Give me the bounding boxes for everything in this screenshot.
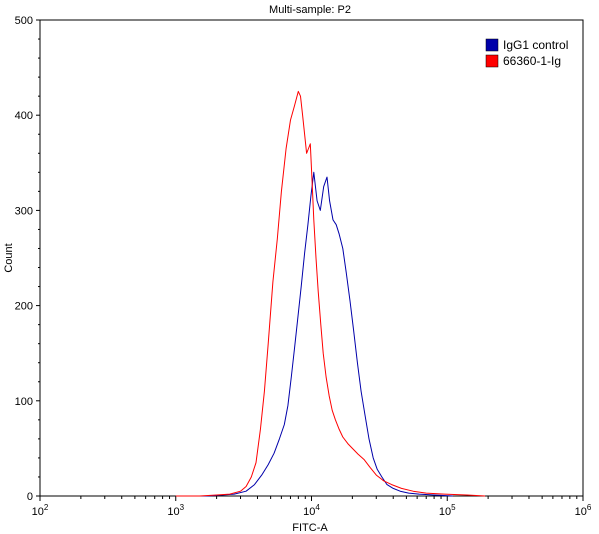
x-tick-base: 10 [32,506,44,518]
x-tick-base: 10 [167,506,179,518]
x-tick-exponent: 5 [451,503,456,512]
legend-label: 66360-1-Ig [503,54,561,68]
y-axis-label-group: Count [3,243,15,272]
x-tick-label: 105 [439,503,456,518]
x-axis-ticks: 102 103 104 105 106 [32,496,592,518]
x-tick-base: 10 [575,506,587,518]
y-axis-ticks: 0 100 200 300 400 500 [15,15,40,503]
x-tick-exponent: 2 [44,503,49,512]
x-tick-exponent: 6 [587,503,592,512]
y-tick-label: 200 [15,301,33,313]
y-tick-label: 400 [15,110,33,122]
x-tick-base: 10 [439,506,451,518]
series-line [175,171,453,497]
y-tick-label: 100 [15,396,33,408]
x-tick-label: 104 [303,503,320,518]
y-tick-label: 0 [27,491,33,503]
x-tick-exponent: 4 [315,503,320,512]
x-tick-base: 10 [303,506,315,518]
x-tick-exponent: 3 [180,503,185,512]
x-axis-label: FITC-A [292,522,328,534]
legend-swatch [485,54,499,68]
series-layer [175,90,486,497]
legend: IgG1 control 66360-1-Ig [485,38,568,68]
y-tick-label: 300 [15,205,33,217]
x-tick-label: 106 [575,503,592,518]
legend-label: IgG1 control [503,38,568,52]
series-line [175,90,486,497]
y-axis-label: Count [3,243,15,272]
x-tick-label: 103 [167,503,184,518]
chart-title: Multi-sample: P2 [269,4,351,16]
x-tick-label: 102 [32,503,49,518]
plot-frame [39,19,584,497]
y-tick-label: 500 [15,15,33,27]
legend-swatch [485,38,499,52]
